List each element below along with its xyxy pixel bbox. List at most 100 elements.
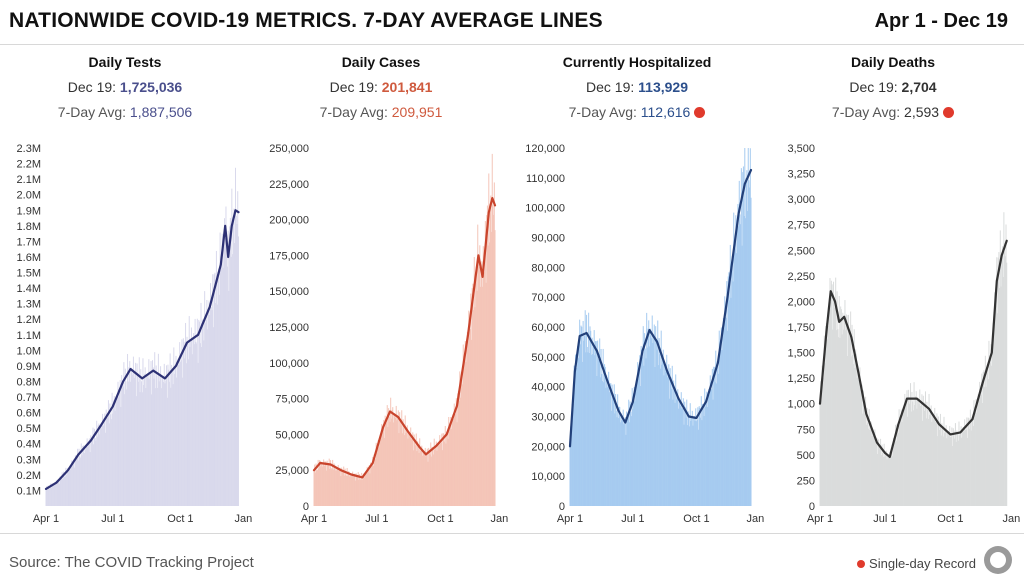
daily-bar (613, 400, 615, 506)
daily-bar (867, 428, 869, 506)
daily-bar (341, 471, 343, 506)
daily-bar (126, 389, 128, 506)
daily-bar (954, 423, 956, 506)
daily-bar (746, 170, 748, 506)
daily-bar (653, 336, 655, 506)
panel-title: Daily Tests (88, 54, 162, 70)
y-tick-label: 50,000 (531, 352, 565, 364)
daily-bar (401, 410, 403, 506)
daily-bar (1004, 251, 1006, 506)
daily-bar (435, 441, 437, 506)
daily-bar (851, 324, 853, 506)
daily-bar (231, 188, 233, 506)
daily-bar (218, 268, 220, 506)
daily-bar (375, 442, 377, 506)
y-tick-label: 1.7M (17, 236, 41, 248)
daily-bar (460, 375, 462, 506)
daily-bar (471, 339, 473, 506)
daily-bar (330, 460, 332, 506)
daily-bar (456, 422, 458, 506)
daily-bar (91, 440, 93, 506)
daily-bar (79, 456, 81, 506)
daily-bar (113, 400, 115, 506)
daily-bar (917, 398, 919, 506)
daily-bar (347, 475, 349, 506)
daily-bar (830, 302, 832, 506)
daily-bar (381, 433, 383, 506)
daily-bar (184, 358, 186, 506)
daily-bar (932, 413, 934, 506)
daily-bar (835, 330, 837, 506)
daily-bar (155, 365, 157, 506)
daily-bar (702, 404, 704, 506)
latest-line: Dec 19: 2,704 (768, 79, 1018, 95)
daily-bar (579, 319, 581, 506)
daily-bar (622, 419, 624, 506)
daily-bar (702, 406, 704, 506)
daily-bar (405, 433, 407, 506)
daily-bar (493, 214, 495, 506)
daily-bar (475, 266, 477, 506)
daily-bar (424, 454, 426, 506)
daily-bar (141, 392, 143, 506)
daily-bar (841, 334, 843, 506)
daily-bar (457, 390, 459, 506)
daily-bar (590, 330, 592, 506)
y-tick-label: 0.7M (17, 392, 41, 404)
daily-bar (1001, 253, 1003, 506)
daily-bar (339, 467, 341, 506)
daily-bar (966, 417, 968, 506)
daily-bar (215, 302, 217, 506)
daily-bar (724, 316, 726, 506)
daily-bar (477, 261, 479, 506)
daily-bar (955, 441, 957, 506)
daily-bar (52, 483, 54, 506)
daily-bar (743, 215, 745, 506)
y-tick-label: 750 (797, 424, 815, 436)
daily-bar (349, 476, 351, 506)
daily-bar (615, 410, 617, 506)
daily-bar (444, 441, 446, 506)
daily-bar (726, 281, 728, 506)
daily-bar (59, 476, 61, 506)
daily-bar (631, 388, 633, 506)
daily-bar (675, 399, 677, 506)
daily-bar (741, 245, 743, 506)
daily-bar (486, 215, 488, 506)
daily-bar (235, 215, 237, 506)
daily-bar (54, 485, 56, 506)
daily-bar (417, 446, 419, 506)
daily-bar (360, 480, 362, 506)
daily-bar (52, 486, 54, 506)
daily-bar (58, 483, 60, 506)
daily-bar (917, 400, 919, 506)
daily-bar (463, 365, 465, 506)
daily-bar (930, 405, 932, 506)
daily-bar (428, 447, 430, 506)
daily-bar (408, 433, 410, 506)
daily-bar (975, 399, 977, 506)
daily-bar (481, 261, 483, 506)
daily-bar (61, 472, 63, 506)
panel-title: Daily Deaths (850, 54, 936, 70)
latest-label: Dec 19: (67, 79, 117, 95)
daily-bar (586, 314, 588, 506)
daily-bar (692, 425, 694, 506)
daily-bar (947, 431, 949, 506)
daily-bar (319, 460, 321, 506)
panel-title: Currently Hospitalized (562, 54, 712, 70)
daily-bar (854, 367, 856, 506)
daily-bar (979, 381, 981, 506)
daily-bar (69, 469, 71, 506)
daily-bar (832, 329, 834, 506)
daily-bar (110, 419, 112, 506)
x-tick-label: Apr 1 (807, 513, 833, 525)
avg-line (44, 209, 240, 490)
daily-bar (916, 408, 918, 506)
daily-bar (99, 424, 101, 506)
daily-bar (491, 231, 493, 506)
legend-dot-icon (857, 560, 866, 568)
daily-bar (833, 281, 835, 506)
daily-bar (828, 326, 830, 506)
daily-bar (645, 358, 647, 506)
